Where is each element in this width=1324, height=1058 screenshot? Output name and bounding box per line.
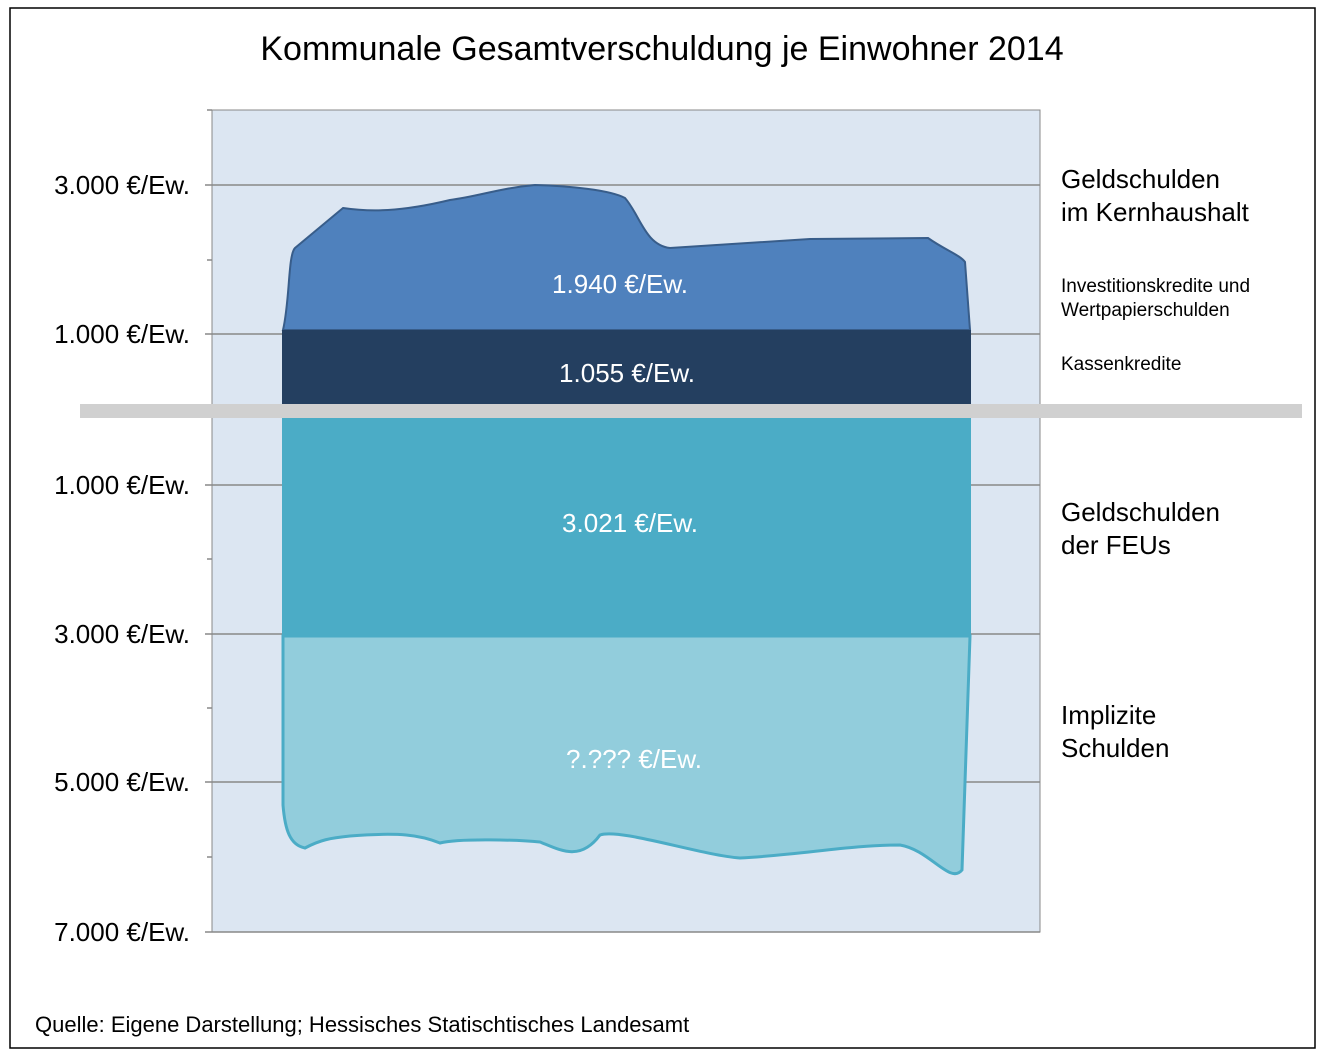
axis-label: 1.000 €/Ew.: [54, 319, 190, 349]
legend-label: Geldschulden der FEUs: [1061, 497, 1220, 560]
axis-label: 7.000 €/Ew.: [54, 917, 190, 947]
segment-kernhaushalt: [281, 183, 972, 331]
segment-kassenkredite: [282, 330, 971, 405]
legend-label: Investitionskredite und Wertpapierschulde…: [1061, 276, 1250, 321]
legend-label: Implizite Schulden: [1061, 700, 1169, 763]
title: Kommunale Gesamtverschuldung je Einwohne…: [260, 30, 1063, 68]
group-label: Geldschulden im Kernhaushalt: [1061, 164, 1250, 227]
axis-label: 3.000 €/Ew.: [54, 170, 190, 200]
source: Quelle: Eigene Darstellung; Hessisches S…: [35, 1012, 689, 1037]
axis-label: 5.000 €/Ew.: [54, 767, 190, 797]
divider: [80, 404, 1302, 418]
segment-feu: [282, 418, 971, 636]
axis-label: 3.000 €/Ew.: [54, 619, 190, 649]
value-label: 3.021 €/Ew.: [562, 508, 698, 538]
value-label: 1.055 €/Ew.: [559, 358, 695, 388]
axis-label: 1.000 €/Ew.: [54, 470, 190, 500]
segment-implizit: [281, 634, 972, 876]
value-label: 1.940 €/Ew.: [552, 269, 688, 299]
value-label: ?.??? €/Ew.: [566, 744, 702, 774]
legend-label: Kassenkredite: [1061, 354, 1181, 375]
